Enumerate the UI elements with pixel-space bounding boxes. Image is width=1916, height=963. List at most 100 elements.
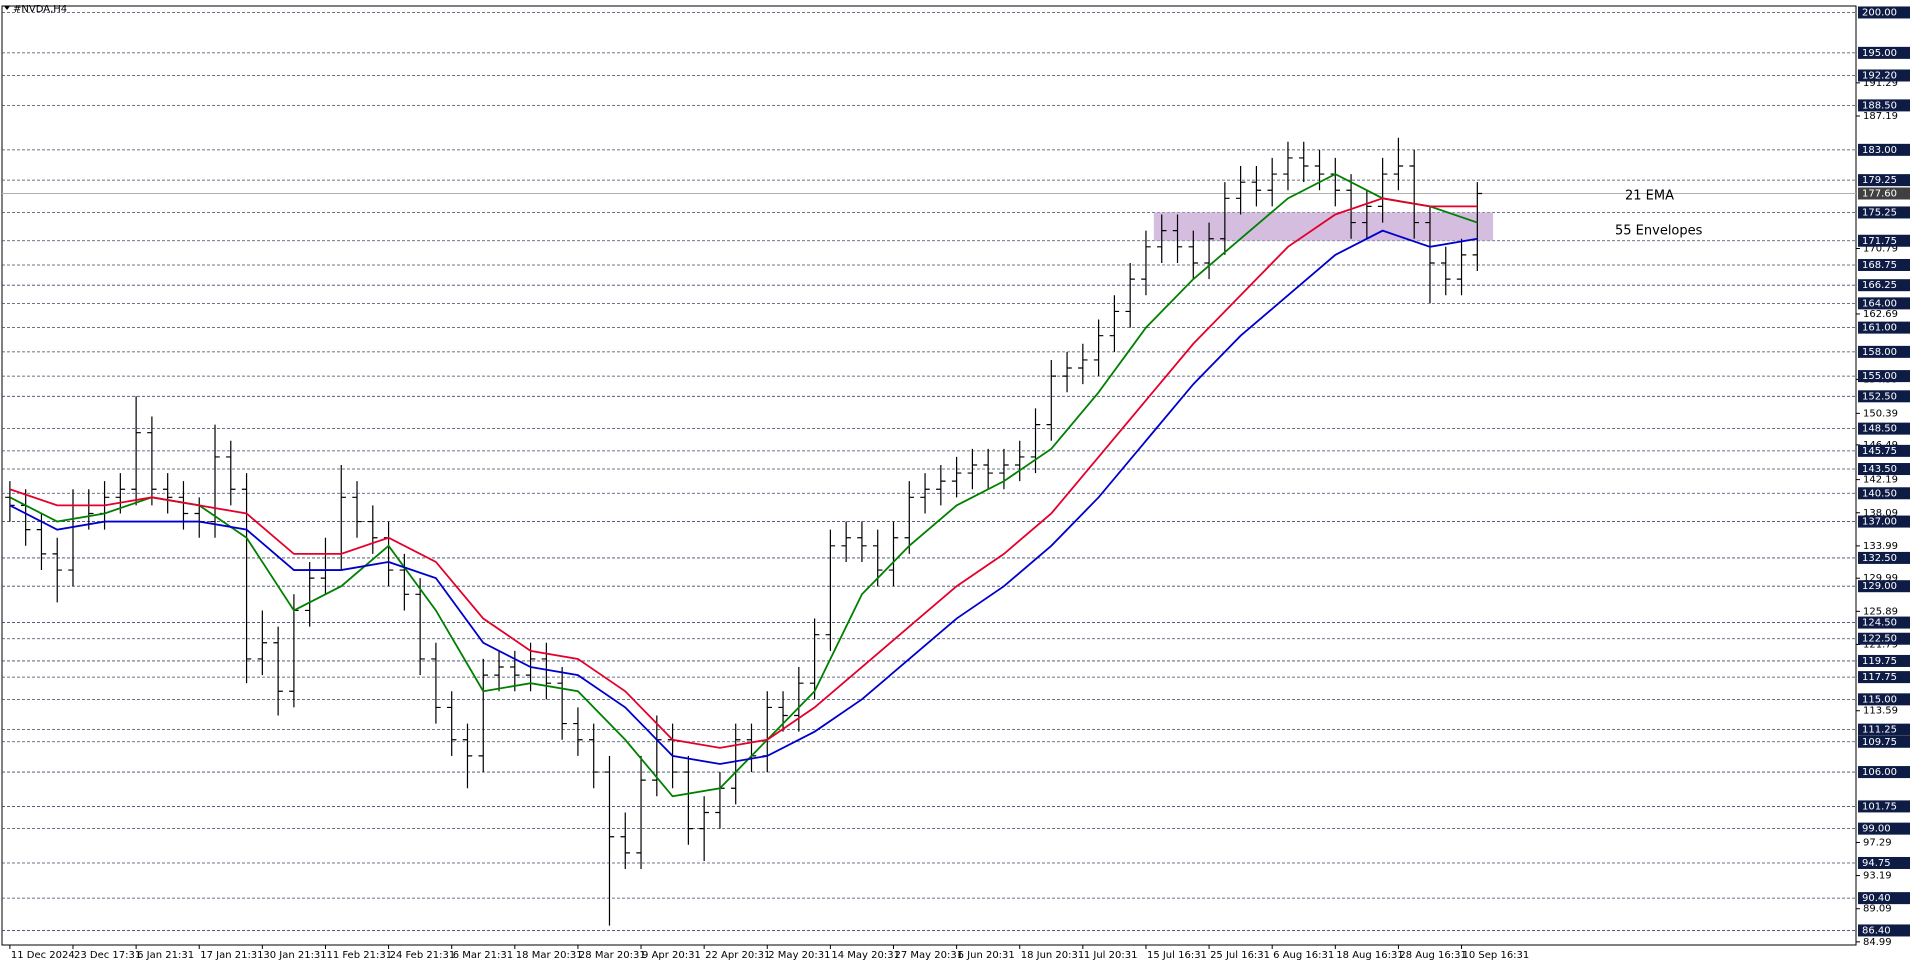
- ohlc-bar: [936, 464, 946, 506]
- ohlc-bar: [257, 610, 268, 676]
- ohlc-bar: [399, 553, 410, 611]
- ohlc-bar: [557, 667, 567, 740]
- ohlc-bar: [920, 473, 930, 514]
- ohlc-bar: [431, 642, 441, 724]
- level-box: [1858, 654, 1910, 667]
- ohlc-bar: [1078, 343, 1088, 385]
- y-tick-label: 150.39: [1863, 408, 1898, 419]
- level-label: 132.50: [1862, 553, 1897, 564]
- x-tick-label: 18 Aug 16:31: [1336, 950, 1403, 961]
- level-label: 143.50: [1862, 464, 1897, 475]
- level-label: 161.00: [1862, 323, 1897, 334]
- level-box: [1858, 6, 1910, 19]
- level-box: [1858, 671, 1910, 684]
- ohlc-bar: [494, 650, 504, 692]
- level-box: [1858, 99, 1910, 112]
- level-box: [1858, 206, 1910, 219]
- ohlc-bar: [999, 448, 1009, 490]
- ohlc-bar: [383, 521, 394, 587]
- ohlc-bar: [320, 537, 331, 595]
- y-tick-label: 142.19: [1863, 475, 1898, 486]
- ohlc-bar: [620, 812, 630, 870]
- ohlc-bar: [1157, 214, 1167, 263]
- ohlc-bar: [52, 537, 62, 603]
- level-label: 90.40: [1862, 893, 1891, 904]
- y-tick-label: 125.89: [1863, 606, 1898, 617]
- x-tick-label: 1 Jul 20:31: [1084, 950, 1138, 961]
- level-label: 86.40: [1862, 925, 1891, 936]
- level-label: 148.50: [1862, 424, 1897, 435]
- ohlc-bar: [1472, 182, 1483, 272]
- ohlc-bar: [510, 650, 520, 692]
- indicator-line: [9, 197, 1478, 749]
- level-box: [1858, 800, 1910, 813]
- level-box: [1858, 693, 1910, 706]
- level-label: 145.75: [1862, 446, 1897, 457]
- ohlc-bar: [541, 642, 552, 700]
- ohlc-bar: [147, 416, 157, 506]
- menu-icon: [4, 6, 10, 10]
- ohlc-bar: [1188, 230, 1199, 280]
- level-label: 164.00: [1862, 298, 1897, 309]
- level-label: 195.00: [1862, 48, 1897, 59]
- level-label: 166.25: [1862, 280, 1897, 291]
- ohlc-bar: [1330, 157, 1341, 207]
- ohlc-bar: [415, 578, 425, 676]
- level-label: 175.25: [1862, 207, 1897, 218]
- ohlc-bar: [683, 755, 694, 845]
- ohlc-bar: [1172, 214, 1183, 263]
- level-label: 124.50: [1862, 618, 1897, 629]
- ohlc-bar: [951, 456, 962, 498]
- level-label: 99.00: [1862, 824, 1891, 835]
- level-box: [1858, 297, 1910, 310]
- x-tick-label: 18 Mar 20:31: [516, 950, 583, 961]
- x-tick-label: 6 Jan 21:31: [137, 950, 194, 961]
- ohlc-bar: [825, 529, 836, 651]
- level-label: 155.00: [1862, 371, 1897, 382]
- ohlc-bar: [1314, 149, 1325, 191]
- ohlc-bar: [1062, 351, 1072, 393]
- level-box: [1858, 234, 1910, 247]
- chart-title: #NVDA,H4: [13, 4, 67, 15]
- ohlc-bar: [983, 448, 993, 490]
- level-box: [1858, 487, 1910, 500]
- ohlc-bar: [20, 489, 31, 546]
- level-label: 200.00: [1862, 7, 1897, 18]
- ohlc-bar: [888, 521, 899, 587]
- ohlc-bar: [1046, 359, 1057, 441]
- ohlc-bar: [446, 691, 457, 756]
- ohlc-bar: [1409, 149, 1419, 239]
- level-label: 109.75: [1862, 737, 1897, 748]
- ohlc-bar: [162, 473, 173, 514]
- level-label: 137.00: [1862, 517, 1897, 528]
- ohlc-bar: [794, 667, 804, 732]
- x-tick-label: 23 Dec 17:31: [74, 950, 141, 961]
- ohlc-bar: [194, 497, 204, 538]
- ohlc-bar: [762, 691, 773, 773]
- level-label: 111.25: [1862, 725, 1897, 736]
- level-label: 106.00: [1862, 767, 1897, 778]
- level-box: [1858, 924, 1910, 937]
- ohlc-bar: [1362, 190, 1372, 239]
- level-box: [1858, 632, 1910, 645]
- ohlc-bar: [1093, 319, 1104, 377]
- level-label: 152.50: [1862, 391, 1897, 402]
- x-tick-label: 17 Jan 21:31: [200, 950, 263, 961]
- ohlc-bar: [715, 772, 725, 829]
- ohlc-bar: [1456, 238, 1467, 296]
- level-box: [1858, 174, 1910, 187]
- ohlc-bar: [1377, 157, 1388, 223]
- current-price-label: 177.60: [1862, 188, 1897, 199]
- ohlc-bar: [1109, 295, 1120, 352]
- ohlc-bar: [573, 707, 583, 756]
- level-label: 94.75: [1862, 858, 1891, 869]
- ohlc-bar: [1204, 222, 1214, 280]
- indicator-line: [9, 229, 1478, 765]
- indicator-label: 55 Envelopes: [1615, 224, 1703, 239]
- y-tick-label: 162.69: [1863, 309, 1898, 320]
- ohlc-bar: [730, 723, 741, 805]
- level-label: 171.75: [1862, 236, 1897, 247]
- x-tick-label: 10 Sep 16:31: [1463, 950, 1530, 961]
- ohlc-bar: [131, 396, 141, 506]
- level-label: 140.50: [1862, 488, 1897, 499]
